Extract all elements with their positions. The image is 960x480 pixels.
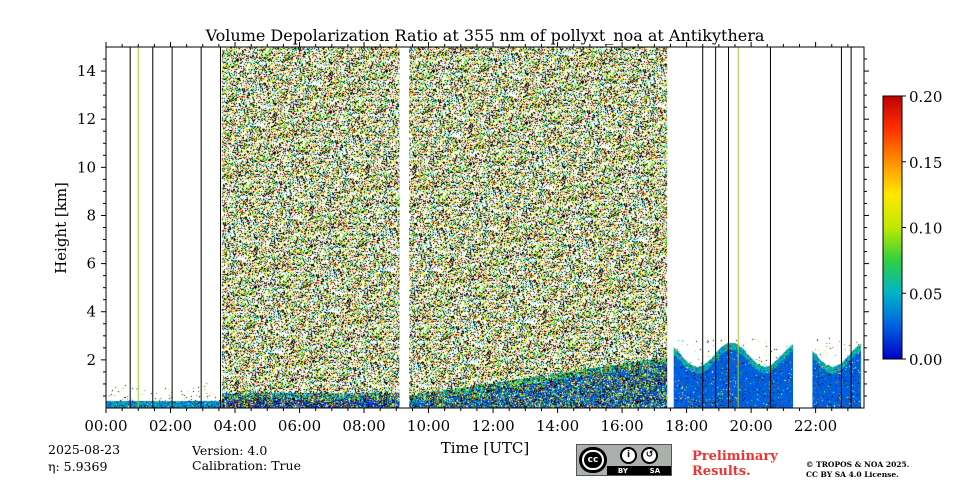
date-text: 2025-08-23 [48, 442, 121, 457]
calibration-text: Calibration: True [192, 458, 301, 473]
x-tick-label: 14:00 [536, 417, 579, 435]
y-axis-label: Height [km] [52, 182, 70, 274]
chart-title: Volume Depolarization Ratio at 355 nm of… [205, 26, 765, 45]
x-axis: 00:00 02:00 04:00 06:00 08:00 10:00 12:00 14:00… [84, 42, 849, 435]
data-gap [793, 47, 813, 408]
cc-sa-label: SA [649, 466, 661, 475]
cc-icon: cc [579, 447, 607, 473]
y-axis: 2 4 6 8 10 12 14 [77, 58, 869, 397]
copyright-notice: © TROPOS & NOA 2025. CC BY SA 4.0 Licens… [806, 460, 909, 480]
x-tick-label: 04:00 [213, 417, 256, 435]
version-text: Version: 4.0 [192, 443, 268, 458]
x-tick-label: 12:00 [471, 417, 514, 435]
x-tick-label: 22:00 [794, 417, 837, 435]
x-axis-label: Time [UTC] [441, 439, 530, 457]
copyright-line2: CC BY SA 4.0 License. [806, 470, 899, 479]
cc-by-icon: i [620, 447, 637, 464]
y-tick-label: 10 [77, 158, 96, 176]
cc-strip: BY SA [607, 466, 671, 475]
y-tick-label: 4 [86, 303, 96, 321]
colorbar-tick-label: 0.05 [909, 285, 942, 303]
colorbar-tick-label: 0.20 [909, 88, 942, 106]
cc-sa-icon: ↺ [641, 447, 658, 464]
colorbar-tick-label: 0.15 [909, 154, 942, 172]
cc-license-badge: cc i ↺ BY SA [576, 444, 672, 476]
x-tick-label: 18:00 [665, 417, 708, 435]
x-tick-label: 00:00 [84, 417, 127, 435]
colorbar-ticks: 0.00 0.05 0.10 0.15 0.20 [902, 88, 942, 369]
heatmap-image [106, 47, 864, 408]
x-tick-label: 16:00 [600, 417, 643, 435]
heatmap-area [106, 47, 864, 408]
data-gap [399, 47, 410, 408]
x-tick-label: 20:00 [729, 417, 772, 435]
footer-version: Version: 4.0 Calibration: True [192, 443, 301, 473]
preliminary-line1: Preliminary [692, 449, 778, 464]
preliminary-line2: Results. [692, 464, 751, 479]
y-tick-label: 14 [77, 62, 96, 80]
copyright-line1: © TROPOS & NOA 2025. [806, 460, 910, 469]
y-tick-label: 12 [77, 110, 96, 128]
colorbar-tick-label: 0.10 [909, 220, 942, 238]
y-tick-label: 6 [86, 255, 96, 273]
data-gap [667, 47, 674, 408]
y-tick-label: 2 [86, 351, 96, 369]
x-tick-label: 06:00 [278, 417, 321, 435]
preliminary-notice: Preliminary Results. [692, 449, 778, 479]
footer-date-eta: 2025-08-23 η: 5.9369 [48, 441, 120, 475]
colorbar-tick-label: 0.00 [909, 351, 942, 369]
x-tick-label: 02:00 [149, 417, 192, 435]
eta-text: η: 5.9369 [48, 459, 108, 474]
cc-by-label: BY [617, 466, 628, 475]
y-tick-label: 8 [86, 206, 96, 224]
colorbar [882, 95, 903, 360]
x-tick-label: 10:00 [407, 417, 450, 435]
x-tick-label: 08:00 [342, 417, 385, 435]
